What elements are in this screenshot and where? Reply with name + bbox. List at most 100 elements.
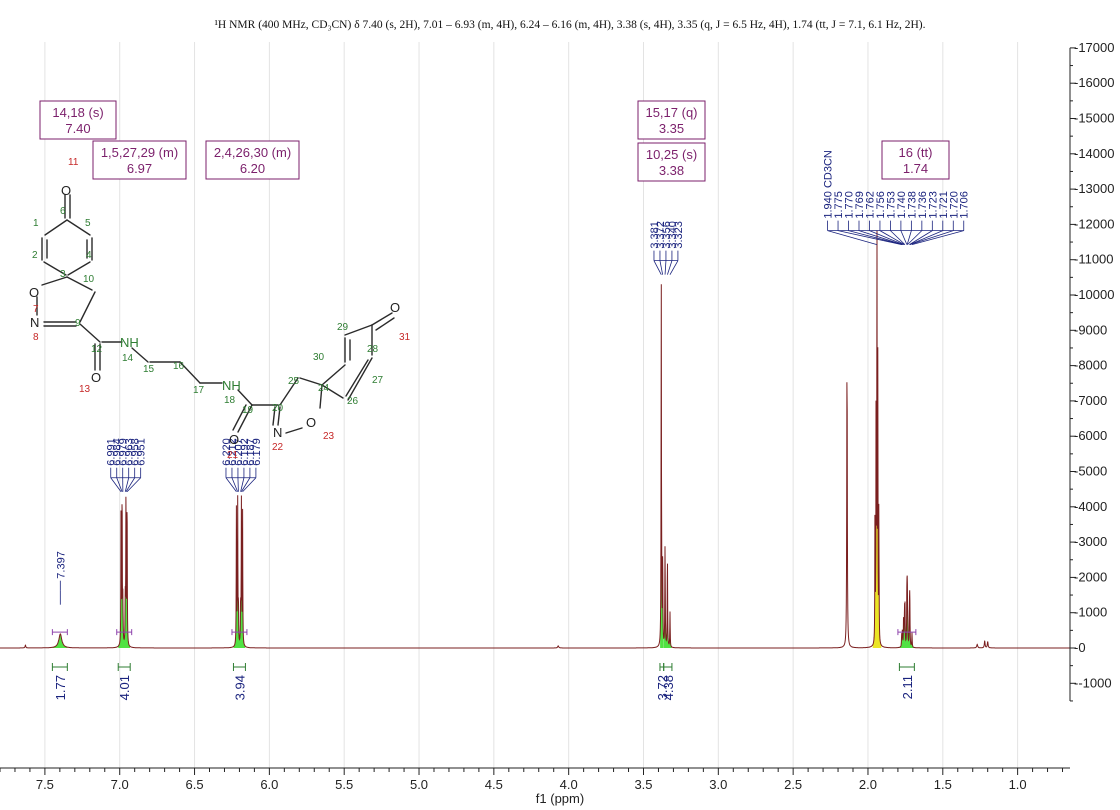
atom-number: 19	[242, 405, 254, 416]
atom-number: 17	[193, 385, 205, 396]
peak-label: 6.192	[239, 438, 251, 466]
peak-label: 7.397	[55, 551, 67, 579]
peak-label: 1.706	[959, 191, 971, 219]
multiplet-boxes: 14,18 (s)7.40 1,5,27,29 (m)6.97 2,4,26,30 …	[39, 100, 950, 182]
y-tick-label: -11000	[1074, 252, 1114, 267]
bond	[285, 427, 303, 434]
bond	[272, 406, 276, 426]
peak-label: 1.775	[833, 191, 845, 219]
bond	[237, 404, 253, 433]
atom-number: 9	[75, 318, 81, 329]
atom-numbers: 11 6 1 5 2 4 3 10 7 8 9 12 13 14 15 16 1…	[32, 157, 411, 461]
peak-label: 6.207	[233, 438, 245, 466]
peak-label: 1.753	[885, 191, 897, 219]
label-leader	[909, 230, 954, 246]
peak-label: 1.740	[896, 191, 908, 219]
atom-number: 11	[68, 157, 79, 168]
label-leader	[858, 230, 903, 246]
label-leader	[241, 477, 251, 492]
peak-label: 6.991	[106, 438, 118, 466]
atom-n8: N	[30, 315, 39, 330]
y-tick-label: -8000	[1074, 358, 1107, 373]
peak-label: 6.984	[112, 438, 124, 466]
label-leader	[869, 230, 904, 246]
label-leader	[225, 477, 237, 492]
peak-label: 1.720	[948, 191, 960, 219]
integral-value: 3.72	[655, 675, 670, 700]
y-tick-label: -0	[1074, 640, 1086, 655]
label-leader	[911, 230, 964, 246]
peak-label: 1.770	[844, 191, 856, 219]
label-leader	[653, 260, 662, 275]
bond	[41, 276, 68, 286]
y-tick-label: -17000	[1074, 40, 1114, 55]
atom-o11: O	[61, 183, 71, 198]
x-tick-label: 6.5	[186, 777, 204, 792]
atom-number: 22	[272, 442, 284, 453]
atom-number: 23	[323, 431, 335, 442]
multiplet-shift: 1.74	[903, 161, 928, 176]
peak-label: 1.738	[906, 191, 918, 219]
label-leader	[240, 477, 245, 492]
x-tick-label: 3.0	[709, 777, 727, 792]
integral-annotations: 1.77 4.01 3.94 3.724.38 2.11	[51, 629, 917, 700]
label-leader	[907, 230, 923, 245]
multiplet-box	[637, 142, 706, 182]
y-tick-label: -9000	[1074, 322, 1107, 337]
integral-value: 3.94	[232, 675, 247, 700]
x-tick-label: 7.5	[36, 777, 54, 792]
label-leader	[900, 230, 908, 245]
peak-label: 1.723	[927, 191, 939, 219]
multiplet-box	[205, 140, 300, 180]
multiplet-assignment: 2,4,26,30 (m)	[214, 145, 291, 160]
x-axis-label: f1 (ppm)	[536, 791, 584, 806]
label-leader	[837, 230, 902, 246]
atom-o31: O	[390, 300, 400, 315]
multiplet-assignment: 16 (tt)	[899, 145, 933, 160]
multiplet-box	[39, 100, 117, 140]
atom-number: 20	[272, 403, 284, 414]
x-tick-label: 2.5	[784, 777, 802, 792]
x-tick-label: 2.0	[859, 777, 877, 792]
atom-o7: O	[29, 285, 39, 300]
atom-o13: O	[91, 370, 101, 385]
peak-label: 6.187	[245, 438, 257, 466]
label-leader	[909, 230, 933, 245]
y-tick-label: -14000	[1074, 146, 1114, 161]
atom-number: 16	[173, 361, 185, 372]
atom-number: 8	[33, 332, 39, 343]
label-leader	[827, 230, 878, 246]
multiplet-assignment: 10,25 (s)	[646, 147, 697, 162]
bond	[319, 384, 323, 409]
label-leader	[124, 477, 130, 492]
atom-number: 6	[60, 206, 66, 217]
vertical-gridlines	[44, 42, 1019, 768]
atom-number: 5	[85, 218, 91, 229]
bond	[79, 291, 96, 323]
bond	[44, 219, 68, 236]
integral-value: 1.77	[53, 675, 68, 700]
bond	[66, 219, 91, 236]
label-leader	[659, 260, 664, 275]
peak-label: 3.372	[655, 221, 667, 249]
peak-label: 3.340	[667, 221, 679, 249]
atom-number: 24	[318, 383, 330, 394]
y-tick-label: -13000	[1074, 181, 1114, 196]
bond	[345, 359, 369, 397]
left-ring-bonds	[36, 194, 395, 434]
peak-label: 3.323	[673, 221, 685, 249]
multiplet-shift: 3.35	[659, 121, 684, 136]
peak-label: 1.736	[917, 191, 929, 219]
x-tick-label: 7.0	[111, 777, 129, 792]
y-tick-label: -12000	[1074, 216, 1114, 231]
peak-label: 6.958	[130, 438, 142, 466]
y-axis: --1000 -0 -1000 -2000 -3000 -4000 -5000 -6000 -7…	[1069, 40, 1114, 702]
multiplet-assignment: 1,5,27,29 (m)	[101, 145, 178, 160]
x-tick-label: 6.0	[260, 777, 278, 792]
bond	[67, 261, 91, 276]
peak-label: 6.979	[118, 438, 130, 466]
x-axis: 7.5 7.0 6.5 6.0 5.5 5.0 4.5 4.0 3.5 3.0 2.5 2.0 1.5 1…	[0, 767, 1070, 792]
bond	[179, 361, 201, 384]
atom-n22: N	[273, 425, 282, 440]
y-tick-label: --1000	[1074, 675, 1112, 690]
